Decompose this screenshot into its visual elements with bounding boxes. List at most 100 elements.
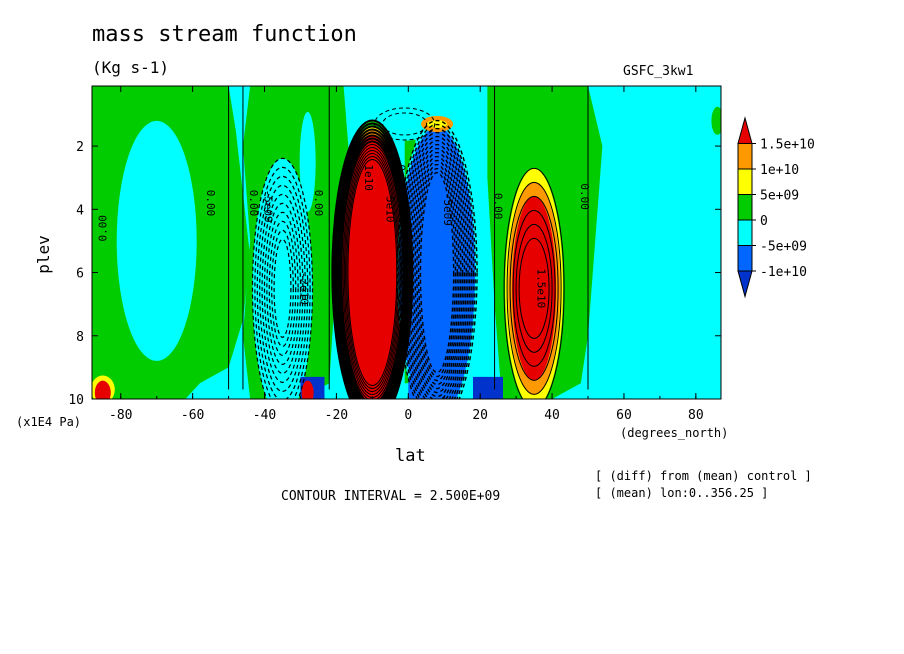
negative-contour-line <box>408 147 466 398</box>
colorbar-top-arrow <box>737 116 753 144</box>
contour-label: 0.00 <box>96 215 109 242</box>
negative-contour-line <box>263 202 302 374</box>
positive-contour-line <box>515 223 553 353</box>
green-region <box>711 106 721 135</box>
x-tick-label: 80 <box>688 408 704 423</box>
colorbar-label: 0 <box>760 214 768 229</box>
southern-hadley-cell-fill <box>344 144 401 399</box>
northern-positive-cell-fill <box>520 218 549 359</box>
x-axis-units: (degrees_north) <box>620 426 729 440</box>
positive-contour-line <box>506 181 562 395</box>
negative-contour-line <box>403 135 471 399</box>
positive-contour-line <box>331 119 414 399</box>
negative-contour-line <box>251 157 314 399</box>
chart-units: (Kg s-1) <box>92 58 170 77</box>
positive-contour-line <box>341 144 404 399</box>
chart-title: mass stream function <box>92 22 357 47</box>
northern-cell-edge <box>501 164 568 399</box>
contour-label: 0.00 <box>395 164 408 191</box>
contour-label: 1.5e10 <box>535 268 548 308</box>
negative-contour-line <box>412 155 462 390</box>
y-tick-label: 8 <box>76 330 84 345</box>
colorbar-label: 5e+09 <box>760 189 799 204</box>
plot-frame <box>91 85 722 400</box>
x-axis-label: lat <box>395 446 426 466</box>
negative-contour-line <box>382 112 428 136</box>
contour-label: 0.00 <box>492 193 505 220</box>
y-axis-units: (x1E4 Pa) <box>16 415 82 429</box>
model-label: GSFC_3kw1 <box>623 64 694 79</box>
contour-label: 0.00 <box>578 183 591 210</box>
negative-contour-line <box>410 151 464 394</box>
negative-contour-line <box>374 107 436 141</box>
negative-contour-line <box>399 127 475 399</box>
contour-label: 0.00 <box>204 190 217 217</box>
positive-contour-line <box>338 137 407 399</box>
contour-label: -5e09 <box>441 193 454 226</box>
positive-contour-line <box>503 167 565 399</box>
mean-note: [ (mean) lon:0..356.25 ] <box>595 486 769 500</box>
x-tick-label: 20 <box>472 408 488 423</box>
colorbar-swatch <box>737 219 753 246</box>
positive-contour-line <box>346 156 399 390</box>
negative-contour-line <box>396 119 478 399</box>
colorbar-swatch <box>737 194 753 221</box>
negative-contour-line <box>268 220 297 356</box>
x-tick-label: 60 <box>616 408 632 423</box>
x-tick-label: -60 <box>181 408 204 423</box>
negative-contour-line <box>398 123 476 399</box>
negative-contour-line <box>405 139 469 399</box>
negative-contour-line <box>261 193 304 383</box>
negative-contour-line <box>256 175 309 399</box>
positive-contour-line <box>518 237 550 339</box>
negative-contour-line <box>254 166 311 399</box>
positive-contour-line <box>336 131 409 399</box>
positive-contour-line <box>509 195 559 381</box>
southern-negative-cell-fill <box>258 178 307 399</box>
colorbar-label: -1e+10 <box>760 265 807 280</box>
colorbar-bottom-arrow <box>737 270 753 299</box>
colorbar-label: 1.5e+10 <box>760 138 815 153</box>
colorbar-swatch <box>737 143 753 170</box>
contour-label: 1e10 <box>362 164 375 191</box>
negative-contour-line <box>419 171 455 374</box>
negative-contour-line <box>259 184 306 392</box>
negative-contour-line <box>417 167 457 378</box>
contour-label: 0.00 <box>247 190 260 217</box>
contour-label: -5e09 <box>262 190 275 223</box>
bottom-left-red <box>94 380 111 399</box>
negative-contour-line <box>273 238 292 338</box>
y-tick-label: 4 <box>76 203 84 218</box>
bottom-red-spot <box>301 380 314 399</box>
cyan-region <box>299 111 316 212</box>
positive-contour-line <box>512 209 556 367</box>
y-tick-label: 10 <box>68 393 84 408</box>
contour-label: 5e10 <box>384 196 397 223</box>
negative-contour-line <box>401 131 473 399</box>
x-tick-label: -40 <box>253 408 276 423</box>
negative-contour-line <box>414 159 460 386</box>
contour-interval: CONTOUR INTERVAL = 2.500E+09 <box>281 489 501 504</box>
positive-contour-line <box>334 128 410 399</box>
cyan-region <box>116 120 197 361</box>
x-tick-label: -80 <box>109 408 132 423</box>
y-tick-label: 6 <box>76 267 84 282</box>
x-tick-label: 0 <box>404 408 412 423</box>
positive-contour-line <box>347 159 398 387</box>
negative-contour-line <box>416 163 458 382</box>
colorbar-swatch <box>737 245 753 272</box>
contour-label: -2e10 <box>297 272 310 305</box>
y-tick-label: 2 <box>76 140 84 155</box>
colorbar-label: -5e+09 <box>760 240 807 255</box>
colorbar-swatch <box>737 168 753 195</box>
x-tick-label: 40 <box>544 408 560 423</box>
colorbar-label: 1e+10 <box>760 163 799 178</box>
bottom-blue-patch <box>472 376 503 399</box>
contour-label: 0.00 <box>312 190 325 217</box>
diff-note: [ (diff) from (mean) control ] <box>595 469 812 483</box>
x-tick-label: -20 <box>325 408 348 423</box>
negative-contour-line <box>266 211 299 365</box>
negative-contour-line <box>271 229 294 347</box>
negative-contour-line <box>407 143 467 399</box>
